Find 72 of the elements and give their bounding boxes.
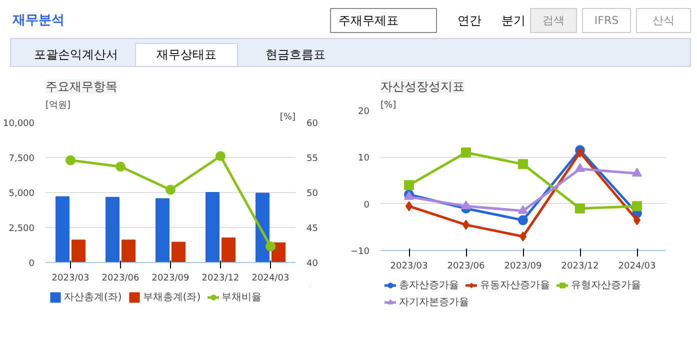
- point: [518, 215, 528, 226]
- bar: [122, 240, 136, 262]
- y-axis-title: [억원]: [46, 100, 71, 110]
- bar: [72, 240, 86, 262]
- bar: [56, 196, 70, 262]
- x-tick-label: 2023/09: [504, 262, 542, 272]
- x-tick-label: 2023/03: [52, 274, 90, 284]
- point: [266, 241, 276, 252]
- x-tick-label: 2023/06: [102, 274, 140, 284]
- point: [216, 151, 226, 162]
- chart-title: 주요재무항목: [46, 80, 118, 94]
- y-tick-label: −10: [350, 247, 370, 257]
- text: IFRS: [594, 14, 619, 27]
- y-tick-label: 10,000: [3, 119, 35, 129]
- legend-label: 총자산증가율: [399, 279, 459, 292]
- legend-label: 부채비율: [222, 291, 262, 304]
- y-tick-label: 5,000: [8, 189, 35, 199]
- y2-axis-title: [%]: [280, 112, 296, 122]
- point: [520, 232, 526, 242]
- point: [576, 148, 584, 158]
- y2-tick-label: 40: [306, 259, 318, 269]
- text: 검색: [542, 14, 564, 27]
- x-tick-label: 2023/12: [561, 262, 599, 272]
- text: 현금흐름표: [266, 48, 326, 62]
- y-tick-label: 0: [364, 200, 370, 210]
- text: 연간: [458, 14, 482, 28]
- y2-tick-label: 45: [306, 224, 318, 234]
- text: 재무상태표: [156, 48, 216, 62]
- x-tick-label: 2023/03: [390, 262, 428, 272]
- y2-tick-label: 50: [306, 189, 318, 199]
- bar: [256, 192, 270, 262]
- x-tick-label: 2023/09: [152, 274, 190, 284]
- y-tick-label: 7,500: [8, 154, 35, 164]
- point: [461, 148, 471, 158]
- point: [461, 200, 471, 210]
- y-tick-label: 2,500: [8, 224, 35, 234]
- bar: [172, 242, 186, 262]
- legend-label: 유형자산증가율: [571, 279, 641, 292]
- legend-label: 자산총계(좌): [64, 291, 122, 304]
- y-tick-label: 20: [358, 107, 370, 117]
- point: [518, 159, 528, 170]
- y2-tick-label: 55: [306, 154, 318, 164]
- text: 포괄손익계산서: [34, 48, 118, 62]
- x-tick-label: 2024/03: [252, 274, 290, 284]
- point: [632, 168, 642, 177]
- chart-title: 자산성장성지표: [380, 80, 464, 94]
- legend-label: 유동자산증가율: [480, 279, 550, 292]
- point: [66, 155, 76, 166]
- text: 분기: [502, 14, 526, 28]
- point: [575, 163, 585, 172]
- point: [632, 201, 642, 212]
- bar: [106, 196, 120, 262]
- y-axis-title: [%]: [380, 100, 396, 110]
- text: 주재무제표: [338, 14, 398, 28]
- point: [116, 162, 126, 172]
- text: 재무분석: [12, 13, 64, 28]
- point: [518, 205, 528, 214]
- y-tick-label: 10: [358, 154, 370, 164]
- legend-label: 자기자본증가율: [399, 296, 469, 309]
- bar: [156, 198, 170, 262]
- y2-tick-label: 60: [306, 119, 318, 129]
- x-tick-label: 2023/06: [447, 262, 485, 272]
- bar: [222, 238, 236, 262]
- point: [575, 204, 585, 214]
- x-tick-label: 2023/12: [202, 274, 240, 284]
- point: [166, 184, 176, 195]
- y-tick-label: 0: [28, 259, 35, 269]
- bar: [206, 192, 220, 262]
- x-tick-label: 2024/03: [618, 262, 656, 272]
- point: [404, 180, 414, 190]
- legend-label: 부채총계(좌): [142, 291, 201, 304]
- text: 산식: [652, 14, 674, 27]
